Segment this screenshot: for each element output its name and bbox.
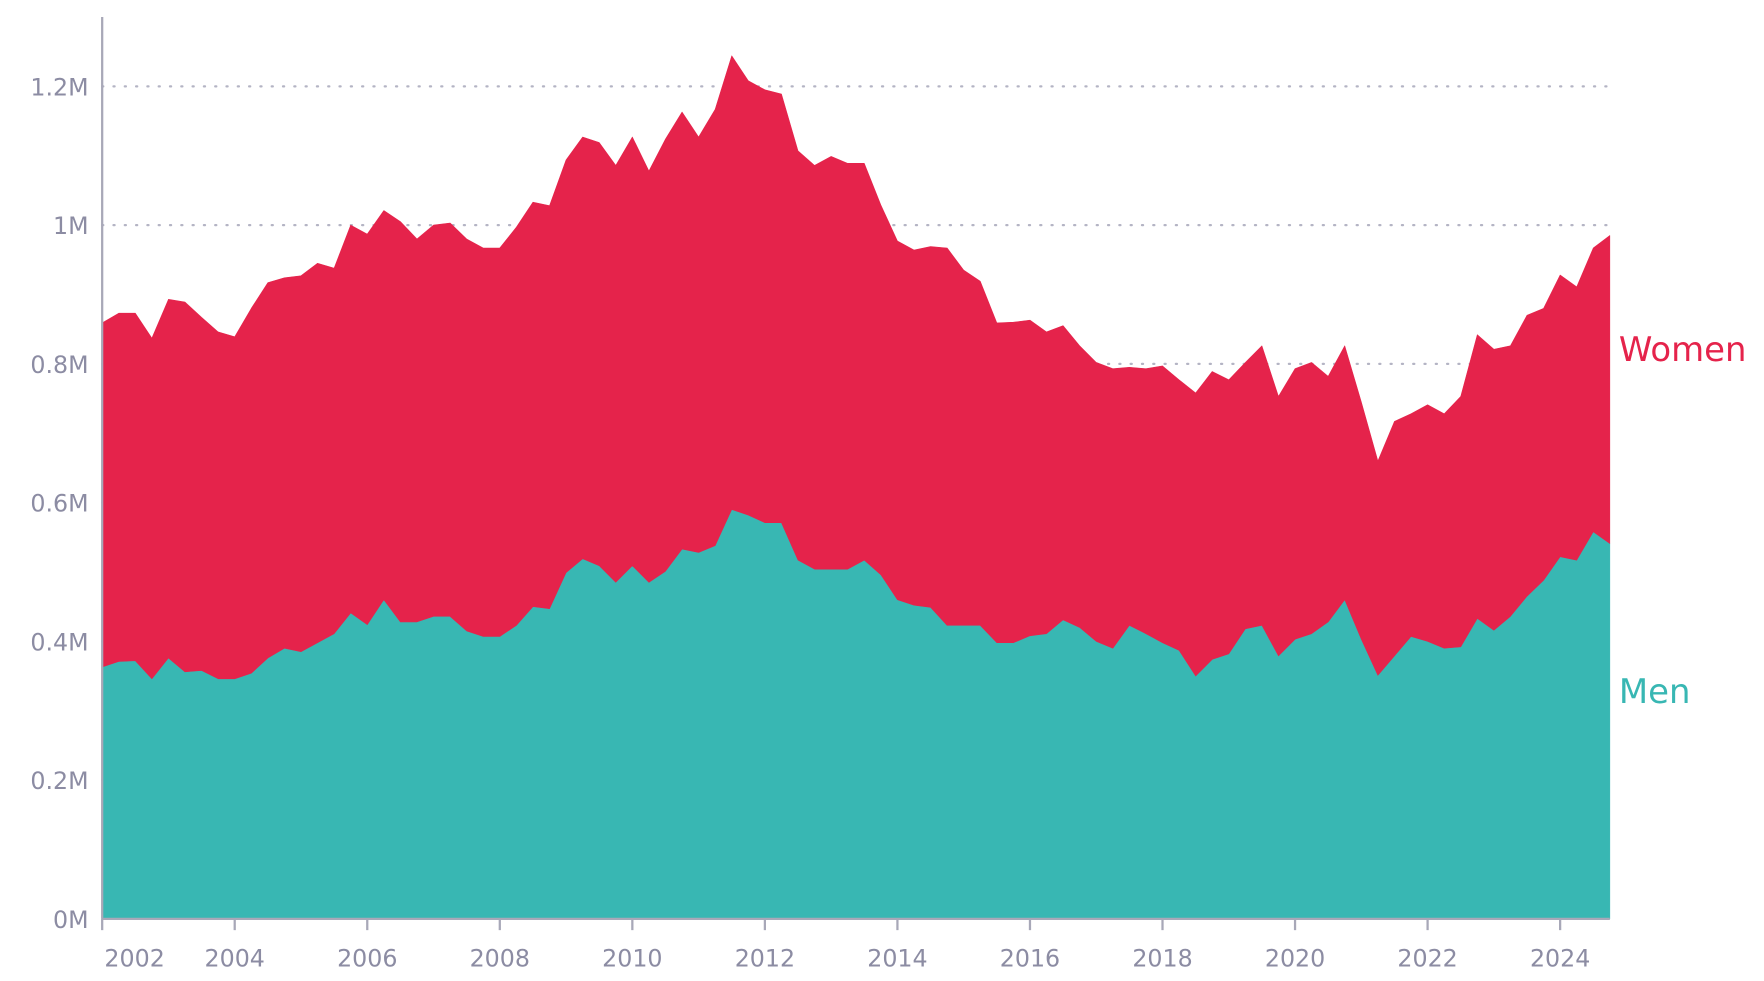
x-tick-label: 2018	[1132, 944, 1192, 972]
legend-label: Men	[1619, 672, 1691, 711]
x-tick-label: 2016	[1000, 944, 1060, 972]
x-tick-label: 2008	[470, 944, 530, 972]
x-tick-label: 2024	[1530, 944, 1590, 972]
x-tick-label: 2010	[602, 944, 662, 972]
y-tick-label: 1M	[53, 212, 89, 240]
x-tick-label: 2004	[205, 944, 265, 972]
y-tick-label: 0.6M	[30, 490, 88, 518]
x-tick-label: 2020	[1265, 944, 1325, 972]
legend-label: Women	[1619, 330, 1747, 369]
x-tick-label: 2012	[735, 944, 795, 972]
x-tick-label: 2006	[337, 944, 397, 972]
area	[101, 55, 1611, 680]
y-tick-label: 0M	[53, 906, 89, 934]
y-tick-label: 0.4M	[30, 628, 88, 656]
x-tick-label: 2002	[104, 944, 164, 972]
y-tick-label: 0.8M	[30, 351, 88, 379]
x-tick-label: 2014	[867, 944, 927, 972]
y-tick-label: 1.2M	[30, 73, 88, 101]
y-tick-label: 0.2M	[30, 767, 88, 795]
x-tick-label: 2022	[1397, 944, 1457, 972]
